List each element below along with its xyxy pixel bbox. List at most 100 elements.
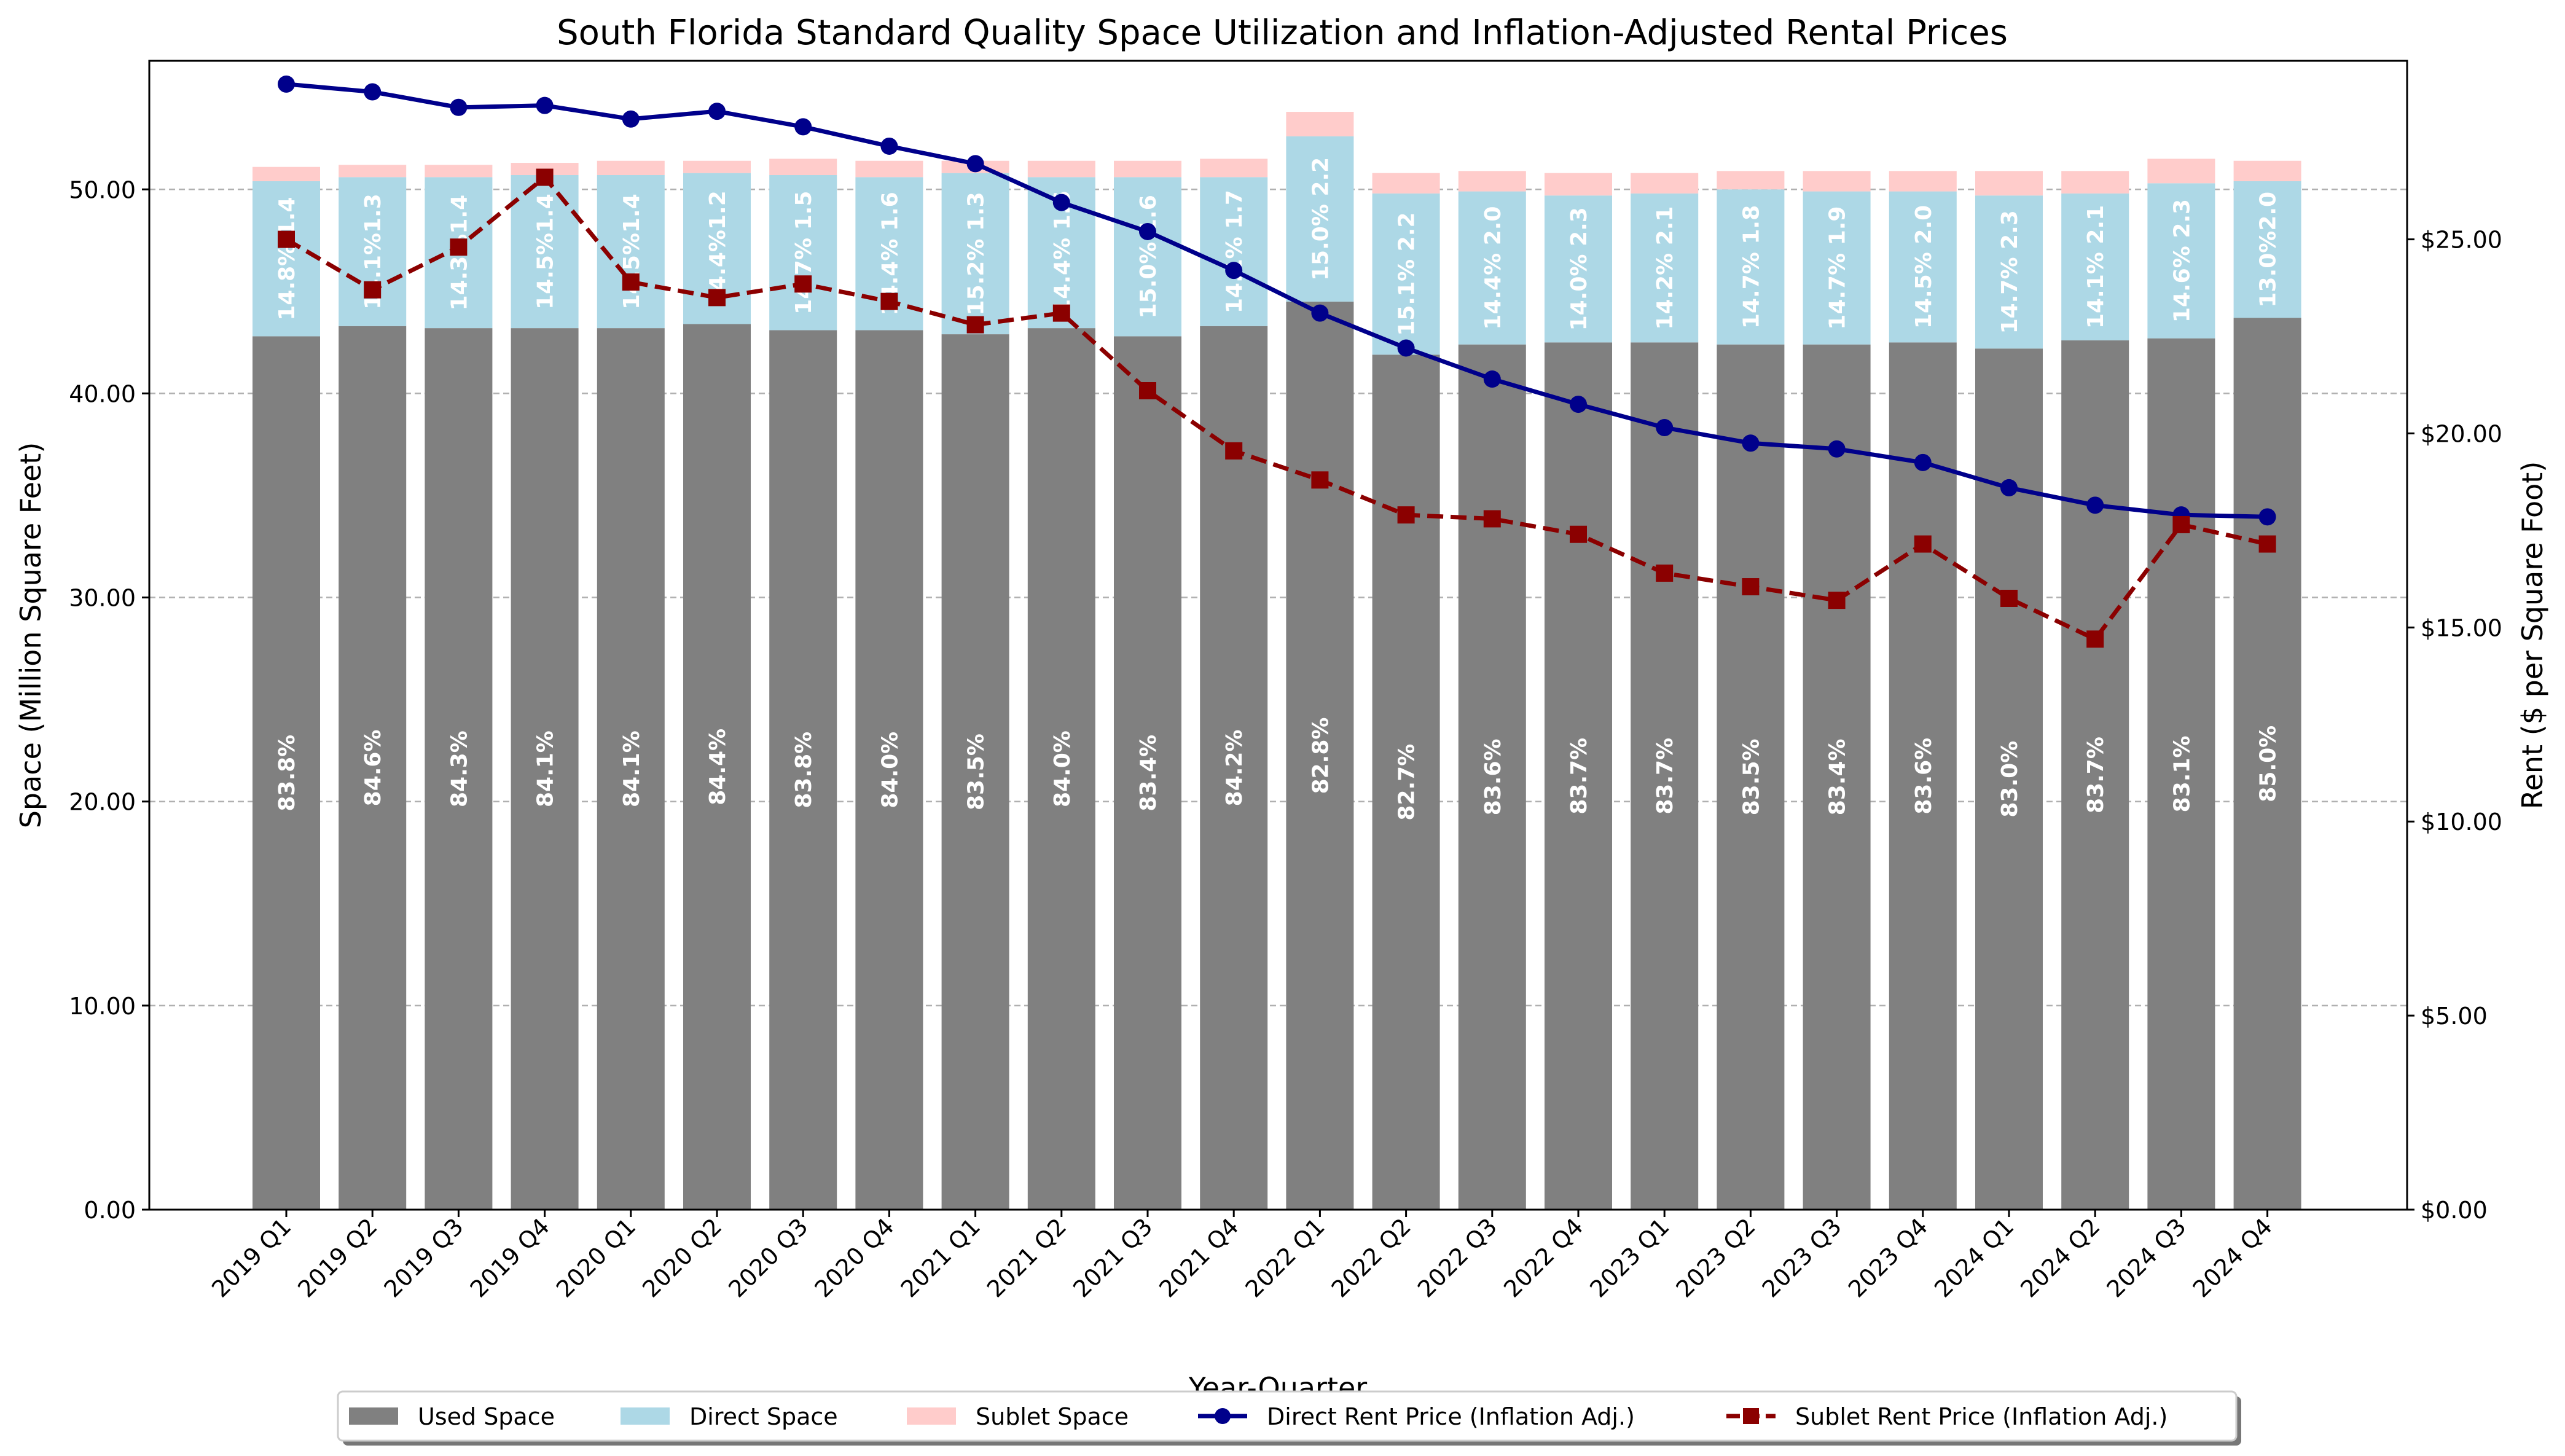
bar-used-space: [1631, 342, 1699, 1210]
bar-used-space: [1286, 301, 1354, 1210]
direct-rent-point: [450, 98, 468, 116]
direct-space-label: 14.5% 2.0: [1911, 205, 1936, 329]
used-space-label: 84.2%: [1222, 729, 1247, 806]
bar-used-space: [597, 328, 665, 1210]
sublet-rent-point: [2000, 589, 2018, 607]
sublet-rent-point: [278, 230, 295, 248]
bar-sublet-space: [425, 165, 493, 178]
sublet-rent-point: [794, 275, 812, 293]
direct-rent-point: [1311, 304, 1329, 322]
bar-sublet-space: [1975, 171, 2043, 196]
direct-space-label: 14.4% 2.0: [1481, 206, 1506, 330]
bar-used-space: [511, 328, 579, 1210]
bar-used-space: [2061, 340, 2129, 1210]
direct-rent-point: [880, 137, 898, 155]
direct-space-label: 14.4% 1.6: [1050, 191, 1075, 315]
bar-direct-space: [1458, 191, 1526, 345]
sublet-rent-point: [880, 292, 898, 310]
bar-used-space: [1372, 354, 1440, 1210]
bar-used-space: [1114, 336, 1181, 1210]
bar-sublet-space: [1027, 160, 1095, 178]
bar-direct-space: [1545, 195, 1612, 343]
bar-used-space: [1803, 344, 1871, 1210]
bar-sublet-space: [1372, 173, 1440, 194]
bar-used-space: [683, 324, 751, 1210]
used-space-label: 83.0%: [1997, 741, 2023, 818]
y2-tick-label: $10.00: [2421, 808, 2502, 836]
bar-sublet-space: [1803, 171, 1871, 192]
direct-space-label: 14.7% 1.8: [1739, 205, 1764, 329]
direct-space-label: 14.7% 1.5: [791, 191, 816, 315]
direct-rent-point: [1914, 453, 1932, 471]
direct-rent-point: [278, 75, 295, 93]
legend-used-space-label: Used Space: [418, 1403, 555, 1430]
sublet-rent-point: [2172, 515, 2190, 533]
bar-used-space: [1027, 328, 1095, 1210]
bar-used-space: [1717, 344, 1785, 1210]
direct-rent-point: [2086, 496, 2104, 514]
bar-sublet-space: [769, 159, 837, 176]
bar-used-space: [1458, 344, 1526, 1210]
direct-rent-point: [2258, 508, 2276, 526]
bar-used-space: [339, 326, 407, 1210]
direct-space-label: 14.8% 1.4: [275, 197, 300, 321]
sublet-rent-point: [1311, 471, 1329, 489]
direct-space-label: 14.4%1.2: [705, 190, 730, 307]
used-space-label: 82.7%: [1395, 744, 1420, 821]
direct-rent-point: [1052, 194, 1070, 211]
legend-box: [337, 1390, 2238, 1442]
used-space-label: 83.7%: [1653, 738, 1678, 815]
direct-space-label: 15.0% 2.2: [1308, 157, 1333, 281]
legend-direct-space-label: Direct Space: [689, 1403, 838, 1430]
bar-direct-space: [1114, 177, 1181, 337]
direct-rent-point: [1139, 222, 1156, 240]
direct-space-label: 13.0%2.0: [2256, 192, 2281, 308]
bars: [253, 112, 2301, 1210]
sublet-rent-point: [708, 289, 726, 307]
direct-space-label: 15.2% 1.3: [964, 192, 989, 315]
used-space-label: 83.6%: [1481, 738, 1506, 815]
sublet-rent-point: [1914, 535, 1932, 553]
bar-direct-space: [1975, 195, 2043, 349]
used-space-label: 84.6%: [361, 729, 386, 806]
direct-rent-point: [794, 118, 812, 136]
bar-direct-space: [511, 175, 579, 329]
bar-direct-space: [253, 181, 320, 337]
used-space-label: 83.1%: [2169, 735, 2195, 812]
direct-rent-point: [1570, 396, 1587, 413]
bar-used-space: [253, 336, 320, 1210]
direct-rent-point: [536, 96, 554, 114]
bar-used-space: [2233, 318, 2301, 1210]
y-tick-label: 40.00: [69, 380, 136, 407]
direct-space-label: 15.0% 1.6: [1136, 195, 1161, 318]
bar-direct-space: [1631, 193, 1699, 343]
direct-rent-point: [364, 83, 382, 101]
legend-sublet-rent-label: Sublet Rent Price (Inflation Adj.): [1795, 1403, 2168, 1430]
direct-space-label: 14.2% 2.1: [1653, 206, 1678, 330]
used-space-label: 83.6%: [1911, 738, 1936, 815]
sublet-rent-point: [364, 281, 382, 299]
direct-rent-point: [708, 103, 726, 120]
sublet-rent-point: [1397, 506, 1415, 524]
rent-lines: [278, 75, 2276, 648]
y-axis-label: Space (Million Square Feet): [14, 442, 47, 829]
legend-direct-rent-label: Direct Rent Price (Inflation Adj.): [1267, 1403, 1635, 1430]
used-space-label: 83.5%: [1739, 738, 1764, 815]
direct-rent-point: [1397, 339, 1415, 357]
direct-rent-point: [1483, 370, 1501, 388]
direct-rent-point: [1656, 419, 1674, 437]
direct-space-label: 14.5%1.4: [619, 194, 644, 310]
bar-sublet-space: [2147, 159, 2215, 184]
left-axis: 0.00 10.00 20.00 30.00 40.00 50.00: [69, 176, 149, 1224]
bar-used-space: [1200, 326, 1268, 1210]
legend-sublet-space-label: Sublet Space: [976, 1403, 1129, 1430]
y-tick-label: 30.00: [69, 585, 136, 612]
direct-space-label: 14.7% 2.3: [1997, 210, 2023, 334]
chart-title: South Florida Standard Quality Space Uti…: [557, 13, 2008, 53]
direct-space-label: 15.1% 2.2: [1395, 212, 1420, 335]
bar-sublet-space: [253, 166, 320, 181]
direct-rent-line: [286, 82, 2268, 519]
sublet-rent-point: [1828, 592, 1846, 609]
y2-tick-label: $5.00: [2421, 1003, 2488, 1030]
